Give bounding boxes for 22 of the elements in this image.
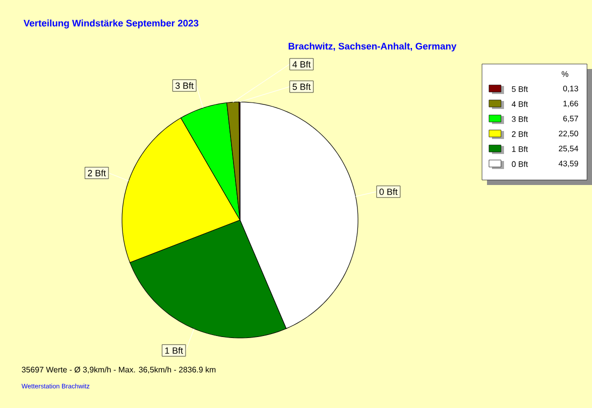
legend-label: 2 Bft (512, 131, 528, 137)
slice-label: 2 Bft (88, 170, 106, 176)
legend-label: 5 Bft (512, 86, 528, 92)
chart-title: Verteilung Windstärke September 2023 (24, 20, 198, 28)
slice-label: 1 Bft (165, 347, 184, 354)
data-label: 0,13 (563, 86, 578, 92)
legend-label: 3 Bft (512, 116, 528, 122)
slice-label: 5 Bft (292, 83, 311, 90)
slice-label: 3 Bft (175, 82, 194, 89)
data-label: 1,66 (564, 100, 578, 108)
legend-title: % (562, 71, 568, 77)
data-label: 6,57 (563, 116, 578, 122)
data-label: 43,59 (558, 160, 578, 168)
slice-label: 0 Bft (379, 188, 398, 195)
slice-label: 4 Bft (292, 60, 311, 68)
data-label: 22,50 (558, 130, 578, 138)
text: 35697 Werte - Ø 3,9km/h - Max. 36,5km/h - 2836.9 km (22, 366, 216, 374)
chart-subtitle: Brachwitz, Sachsen-Anhalt, Germany (288, 42, 456, 52)
legend-label: 1 Bft (512, 146, 528, 152)
data-label: 25,54 (558, 146, 578, 152)
legend-label: 4 Bft (512, 101, 528, 107)
legend-label: 0 Bft (512, 161, 528, 167)
